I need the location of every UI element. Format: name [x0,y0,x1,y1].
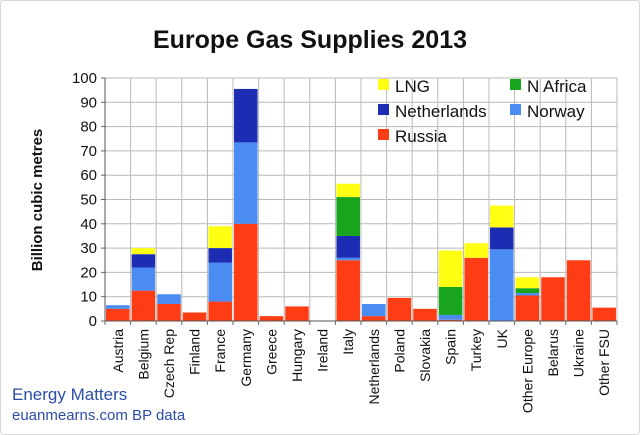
legend-swatch [378,79,389,90]
y-tick-label: 90 [80,94,97,111]
x-tick-label: France [212,329,228,373]
x-tick-label: UK [494,328,510,348]
x-tick-label: Ireland [315,329,331,372]
bar-segment [490,227,514,250]
y-axis-label: Billion cubic metres [29,129,46,272]
bar-segment [106,305,130,309]
bars [106,88,616,321]
x-tick-label: Turkey [468,329,484,371]
legend-label: Russia [395,127,448,146]
x-tick-label: Austria [110,329,126,373]
y-tick-label: 40 [80,216,97,233]
bar-segment [131,248,156,255]
bar-segment [131,267,156,291]
x-tick-label: Italy [340,329,356,355]
y-tick-label: 0 [89,313,97,330]
bar-segment [285,306,309,321]
bar-segment [438,250,463,287]
x-tick-label: Hungary [289,329,305,382]
x-tick-label: Slovakia [417,329,433,382]
x-tick-label: Other Europe [519,329,535,413]
bar-segment [259,316,284,321]
x-tick-label: Belgium [135,329,151,380]
bar-segment [234,88,258,143]
bar-segment [208,226,232,249]
bar-segment [106,308,130,321]
bar-segment [234,142,258,224]
x-tick-label: Poland [391,329,407,373]
y-tick-label: 50 [80,192,97,209]
bar-segment [182,312,207,321]
y-tick-label: 100 [72,70,97,87]
bar-segment [490,249,514,321]
x-tick-label: Ukraine [571,329,587,377]
bar-segment [234,223,258,321]
x-tick-label: Netherlands [366,329,382,405]
x-tick-label: Other FSU [596,329,612,396]
bar-segment [515,288,540,294]
bar-segment [464,243,488,258]
bar-segment [208,248,232,263]
x-tick-label: Belarus [545,329,561,376]
bar-segment [490,205,514,228]
legend-swatch [510,104,521,115]
legend: LNG N Africa Netherlands Norway Russia [378,77,587,146]
bar-segment [464,257,488,321]
bar-segment [362,316,386,321]
axes: 0 10 20 30 40 50 60 70 80 90 100 Austria Belgium Czec… [72,70,618,413]
bar-segment [438,319,463,321]
y-tick-label: 80 [80,119,97,136]
x-tick-label: Czech Rep [161,329,177,398]
bar-segment [157,303,181,321]
bar-segment [336,257,360,261]
x-tick-label: Germany [238,329,254,387]
x-tick-label: Spain [443,329,459,365]
bar-segment [592,307,616,321]
legend-swatch [378,129,389,140]
bar-segment [541,277,565,321]
bar-segment [515,277,540,289]
bar-segment [387,297,412,321]
bar-segment [438,314,463,320]
legend-label: LNG [395,77,430,96]
legend-swatch [510,79,521,90]
bar-segment [157,294,181,304]
bar-segment [515,293,540,296]
y-tick-label: 70 [80,143,97,160]
legend-label: Norway [527,102,585,121]
bar-segment [438,286,463,315]
legend-label: N Africa [527,77,587,96]
bar-segment [336,260,360,321]
legend-swatch [378,104,389,115]
y-tick-label: 30 [80,240,97,257]
y-tick-label: 20 [80,264,97,281]
bar-segment [208,262,232,302]
x-tick-label: Greece [263,329,279,375]
y-tick-label: 10 [80,289,97,306]
footer-brand: Energy Matters [12,385,128,404]
bar-segment [362,303,386,317]
bar-segment [336,235,360,258]
x-tick-label: Finland [187,329,203,375]
chart-title: Europe Gas Supplies 2013 [152,26,467,54]
bar-segment [336,197,360,236]
legend-label: Netherlands [395,102,487,121]
footer-source: euanmearns.com BP data [12,407,186,424]
bar-segment [336,183,360,198]
bar-segment [566,260,591,321]
bar-segment [208,301,232,321]
bar-segment [515,295,540,321]
bar-segment [131,254,156,268]
bar-segment [413,308,437,321]
y-tick-label: 60 [80,167,97,184]
bar-segment [131,290,156,321]
footer: Energy Matters euanmearns.com BP data [12,384,185,426]
